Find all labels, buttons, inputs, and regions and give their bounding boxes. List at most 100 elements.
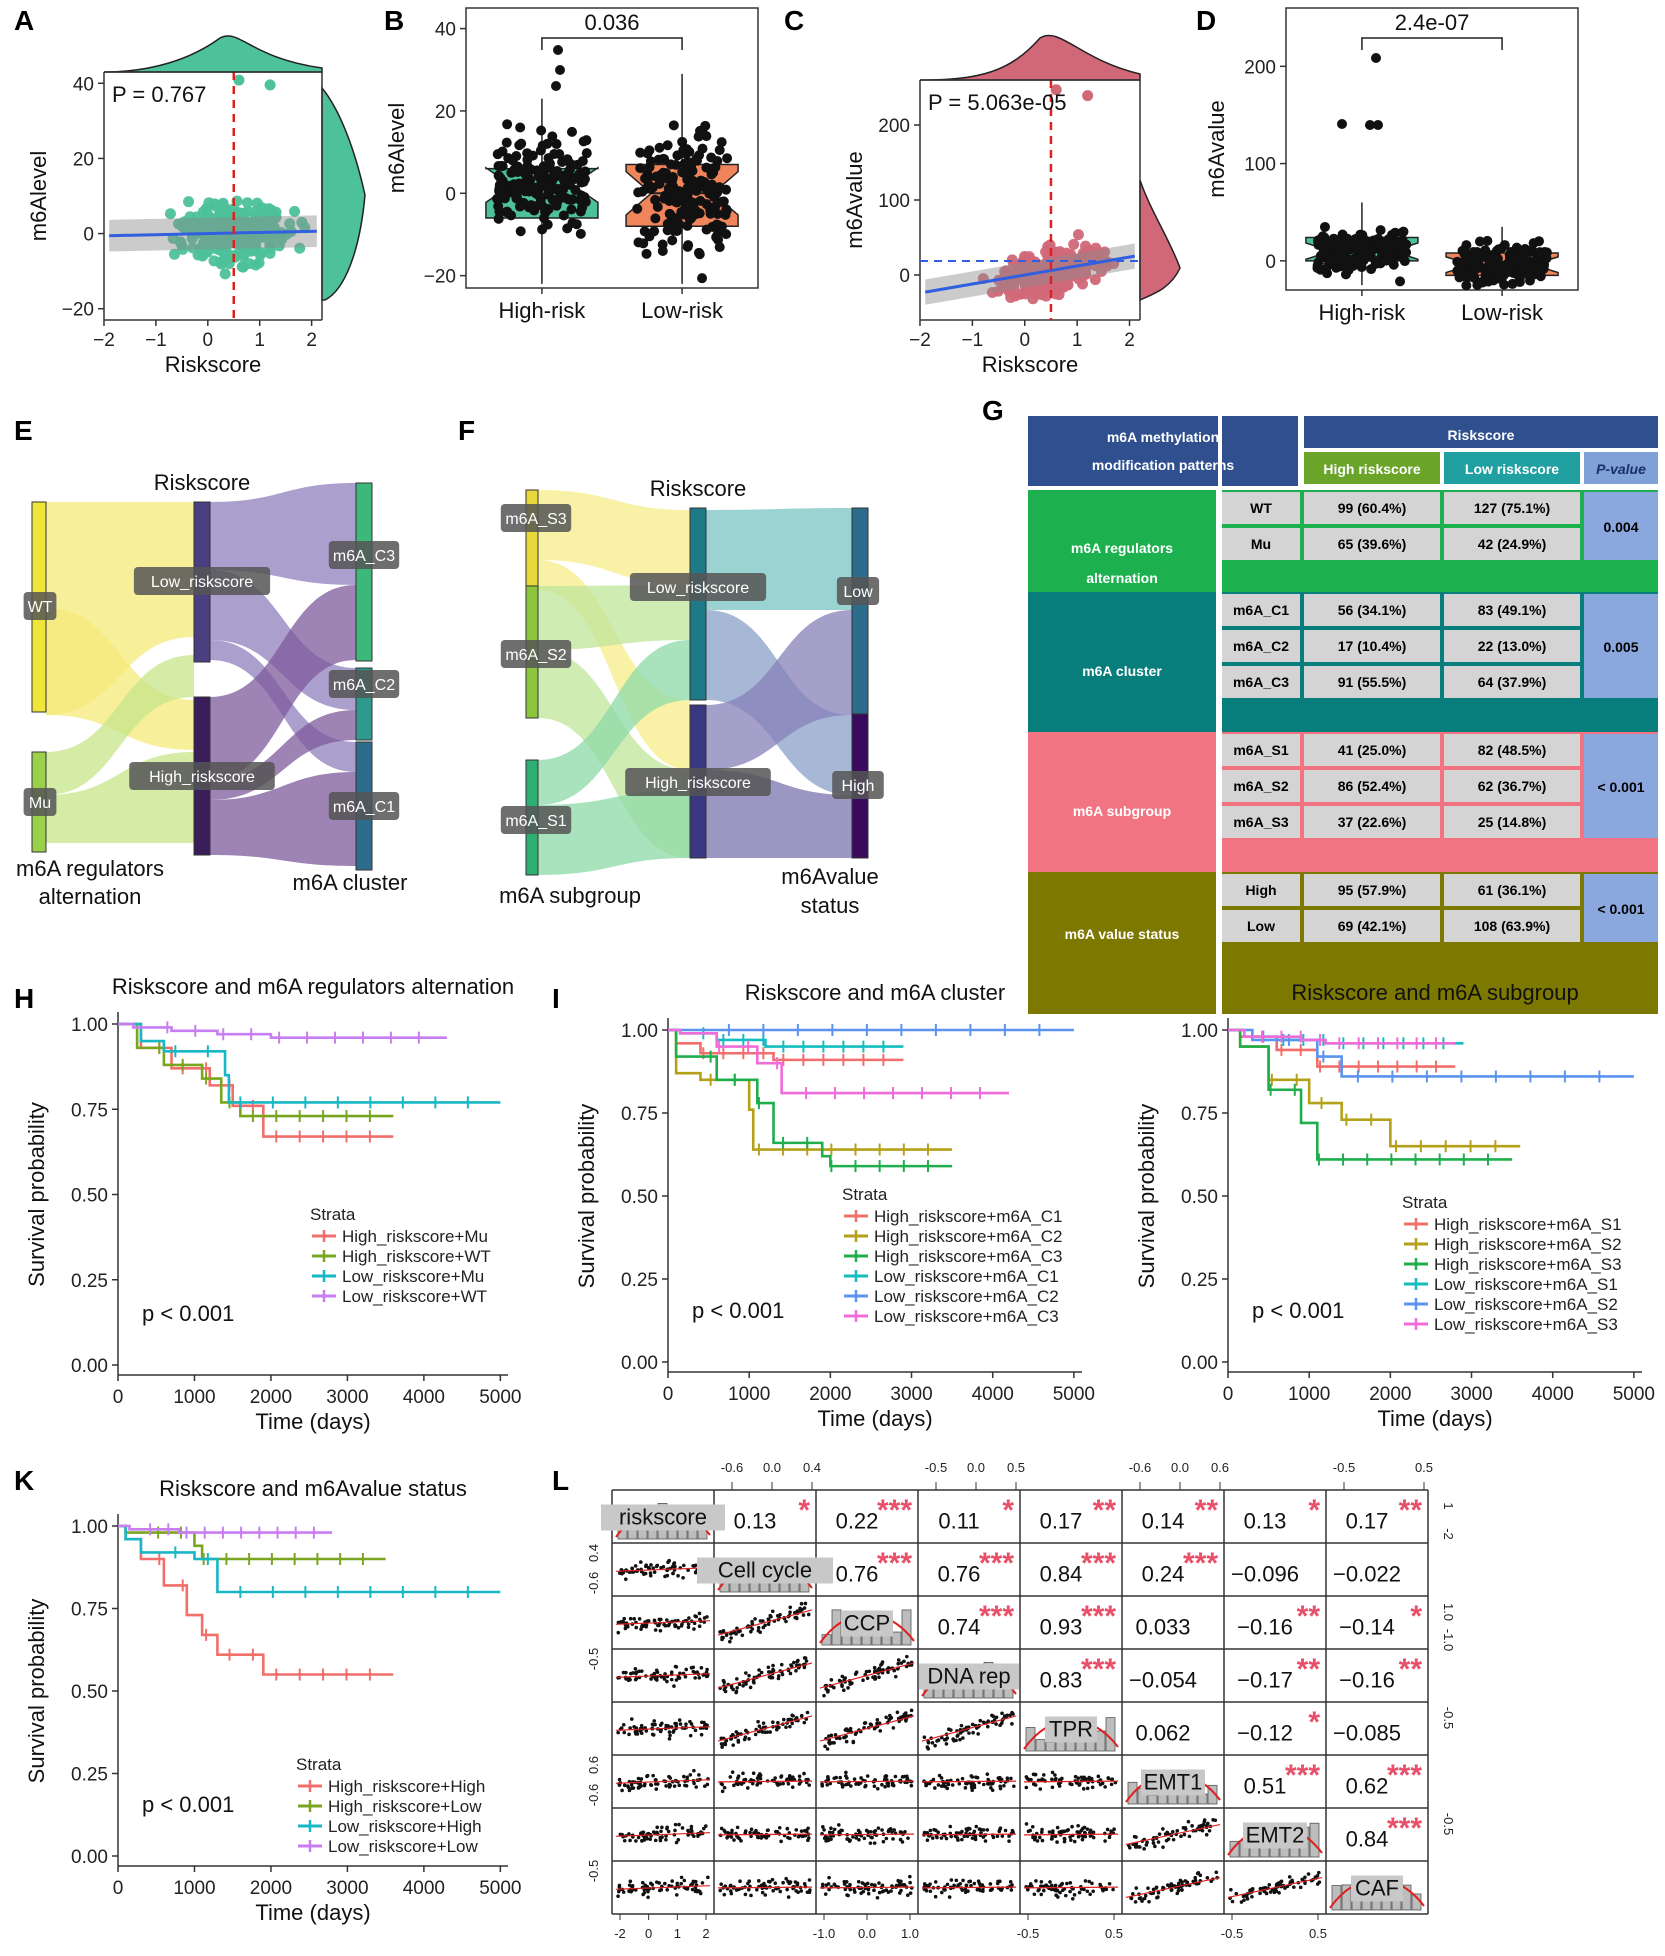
panel-l-diag-2	[819, 1609, 915, 1646]
panel-c-point	[1050, 84, 1062, 96]
panel-d-jitter	[1312, 221, 1412, 287]
panel-l-dot	[1039, 1892, 1044, 1897]
panel-l-bottick-label: 0.0	[858, 1926, 876, 1941]
panel-c-point	[1089, 274, 1101, 286]
panel-l-dot	[978, 1883, 983, 1888]
table-g-group-name-2: m6A subgroup	[1073, 803, 1171, 819]
panel-a-ylabel: m6Alevel	[26, 151, 51, 241]
panel-l-fit	[819, 1833, 915, 1836]
panel-l-dot	[1276, 1881, 1280, 1886]
panel-b-jitter-point	[551, 139, 562, 150]
panel-l-dot	[1062, 1829, 1067, 1834]
panel-l-fit	[819, 1662, 915, 1689]
panel-d-jitter-point	[1507, 278, 1518, 289]
panel-i-curve-2	[668, 1028, 953, 1168]
panel-l-dot	[1009, 1888, 1014, 1892]
panel-l-dot	[655, 1678, 659, 1682]
panel-l-dot	[788, 1724, 792, 1729]
panel-l-dot	[882, 1889, 886, 1893]
panel-a-xtick-label: −2	[93, 330, 115, 351]
table-g-high-3-0: 95 (57.9%)	[1338, 882, 1406, 898]
panel-l-dot	[974, 1824, 979, 1829]
panel-l-dot	[763, 1623, 767, 1628]
panel-i-curve-1	[668, 1028, 953, 1151]
panel-l-dot	[720, 1637, 724, 1642]
panel-l-dot	[884, 1715, 888, 1720]
panel-l-dot	[665, 1679, 669, 1684]
panel-l-dot	[788, 1610, 792, 1615]
panel-l-dot	[643, 1564, 648, 1569]
panel-l-dot	[928, 1828, 933, 1833]
panel-label-B: B	[384, 5, 404, 36]
panel-l-dot	[824, 1883, 829, 1887]
panel-l-dot	[705, 1667, 709, 1672]
panel-b-jitter-point	[562, 168, 573, 179]
panel-l-dot	[986, 1777, 990, 1782]
panel-l-dot	[981, 1828, 986, 1832]
sankey-e-stage-left-2: alternation	[39, 884, 142, 909]
panel-c-xtick-label: 1	[1072, 330, 1083, 351]
panel-l-hist-bar	[1095, 1730, 1106, 1752]
panel-l-corr-2-4: 0.93	[1040, 1615, 1083, 1640]
panel-b-jitter-point	[495, 173, 506, 184]
panel-h-ytick-label: 0.00	[71, 1356, 108, 1377]
panel-h-xtick-label: 3000	[326, 1387, 368, 1408]
sankey-e-label-c1-bg	[328, 792, 400, 820]
panel-l-dot	[781, 1880, 785, 1885]
panel-l-dot	[981, 1782, 986, 1787]
panel-l-dot	[1112, 1827, 1116, 1832]
panel-k-curve-0	[118, 1524, 394, 1676]
panel-l-dot	[1088, 1828, 1093, 1833]
panel-l-dot	[857, 1837, 861, 1842]
panel-l-dot	[949, 1878, 954, 1882]
table-g-low-2-1: 62 (36.7%)	[1478, 778, 1546, 794]
table-g-cell-low	[1444, 874, 1580, 906]
panel-l-dot	[1065, 1881, 1069, 1886]
panel-l-dot	[1258, 1891, 1262, 1896]
panel-a-point	[270, 212, 282, 224]
panel-l-dot	[1076, 1823, 1080, 1828]
panel-l-dot	[1035, 1839, 1040, 1843]
panel-j-xtick-label: 3000	[1450, 1384, 1492, 1405]
panel-l-dot	[844, 1739, 849, 1744]
panel-l-dot	[852, 1777, 857, 1781]
panel-l-dot	[706, 1875, 710, 1880]
panel-l-dot	[1303, 1875, 1307, 1880]
panel-l-dot	[964, 1883, 969, 1888]
panel-a-point	[237, 250, 249, 262]
panel-l-dot	[786, 1835, 790, 1840]
panel-l-dot	[909, 1783, 914, 1788]
table-g-cell-cat	[1222, 874, 1300, 906]
panel-l-dot	[1154, 1886, 1159, 1890]
panel-l-dot	[748, 1685, 753, 1690]
panel-l-dot	[749, 1827, 754, 1832]
panel-b-jitter-point	[492, 193, 503, 204]
panel-l-dot	[1165, 1830, 1170, 1835]
panel-i-ytick-label: 1.00	[621, 1021, 658, 1042]
sankey-f-flow-s2-low	[538, 585, 690, 650]
panel-l-dot	[1170, 1829, 1175, 1834]
sankey-f-label-s3: m6A_S3	[505, 511, 566, 528]
panel-l-dot	[626, 1784, 630, 1788]
panel-j-legend-label-0: High_riskscore+m6A_S1	[1434, 1215, 1622, 1234]
panel-l-dot	[1010, 1722, 1014, 1726]
panel-l-dot	[649, 1677, 653, 1681]
panel-l-hist-bar	[1035, 1739, 1046, 1752]
panel-l-dot	[868, 1722, 873, 1726]
panel-b-jitter-point	[580, 196, 591, 207]
panel-b-jitter-point	[547, 131, 558, 142]
panel-l-dot	[949, 1728, 953, 1732]
panel-l-dot	[774, 1727, 779, 1732]
panel-l-dot	[739, 1782, 744, 1786]
sankey-f-flow-s3-high	[538, 560, 690, 770]
panel-l-dot	[1134, 1835, 1138, 1839]
panel-l-dot	[788, 1605, 793, 1610]
panel-l-dot	[758, 1630, 762, 1635]
panel-l-var-7: CAF	[1355, 1876, 1399, 1901]
panel-l-dot	[768, 1879, 772, 1884]
panel-l-fit	[1227, 1877, 1323, 1898]
table-g-cell-high	[1304, 594, 1440, 626]
panel-l-dot	[693, 1563, 698, 1568]
panel-l-dot	[736, 1782, 740, 1787]
panel-l-dot	[648, 1837, 653, 1842]
